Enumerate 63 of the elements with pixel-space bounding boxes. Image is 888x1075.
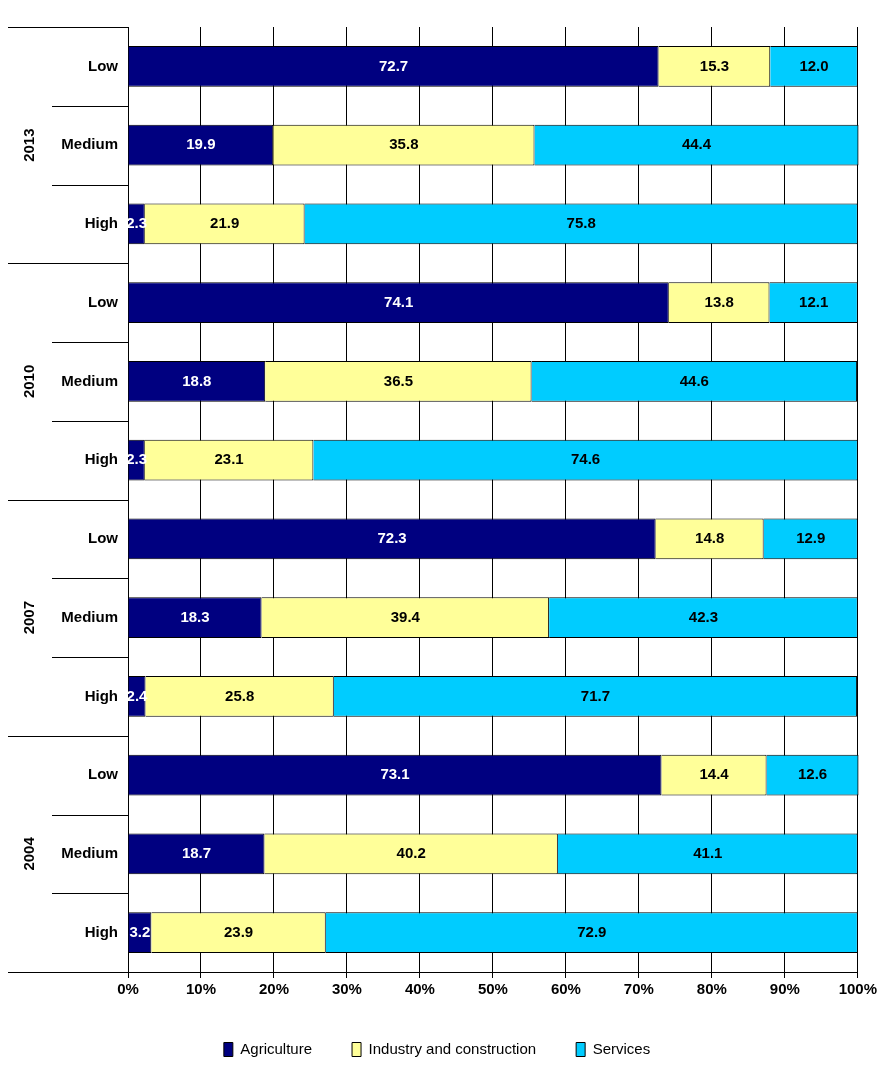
x-tick-label: 50% [477,980,508,998]
y-tick-label: Medium [61,844,118,862]
data-label: 12.6 [797,765,828,783]
x-tick-label: 80% [696,980,727,998]
data-label: 14.4 [699,765,730,783]
legend-label: Agriculture [240,1039,313,1057]
y-tick-label: High [84,686,118,704]
data-label: 39.4 [390,607,421,625]
data-label: 72.7 [378,56,409,74]
x-tick-label: 20% [258,980,289,998]
data-label: 72.3 [377,529,407,547]
y-tick-label: Low [88,292,119,310]
legend-label: Industry and construction [368,1039,537,1057]
data-label: 74.1 [384,292,414,310]
data-label: 25.8 [225,686,255,704]
data-label: 14.8 [695,529,725,547]
text: 2004 [20,836,38,871]
x-tick-label: 40% [404,980,435,998]
data-label: 36.5 [383,371,413,389]
data-label: 40.2 [396,844,426,862]
data-label: 18.3 [180,607,210,625]
text: 2010 [20,364,38,399]
data-label: 12.0 [799,56,829,74]
data-label: 12.1 [799,292,829,310]
x-tick-label: 60% [550,980,581,998]
x-tick-label: 90% [769,980,800,998]
data-label: 19.9 [186,135,216,153]
y-tick-label: High [84,922,118,940]
data-label: 72.9 [577,922,607,940]
y-tick-label: Low [88,529,119,547]
data-label: 71.7 [580,686,611,704]
text: 2007 [20,600,38,635]
data-label: 44.4 [681,135,712,153]
y-tick-label: Medium [61,371,118,389]
legend-label: Services [592,1039,651,1057]
x-tick-label: 0% [117,980,139,998]
data-label: 12.9 [796,529,826,547]
y-tick-label: Medium [61,135,118,153]
data-label: 44.6 [679,371,709,389]
data-label: 23.1 [214,450,244,468]
data-label: 21.9 [210,214,240,232]
data-label: 74.6 [570,450,601,468]
data-label: 42.3 [688,607,719,625]
data-label: 73.1 [380,765,410,783]
x-tick-label: 70% [623,980,654,998]
y-tick-label: High [84,214,118,232]
data-label: 23.9 [223,922,254,940]
x-tick-label: 100% [838,980,878,998]
x-tick-label: 30% [331,980,362,998]
data-label: 75.8 [566,214,596,232]
data-label: 18.8 [182,371,212,389]
data-label: 3.2 [129,922,151,940]
data-label: 13.8 [704,292,734,310]
data-label: 15.3 [699,56,730,74]
data-label: 18.7 [181,844,212,862]
data-label: 35.8 [389,135,419,153]
data-label: 41.1 [693,844,723,862]
y-tick-label: Low [88,765,119,783]
text: 2013 [20,128,38,162]
y-tick-label: High [84,450,118,468]
x-tick-label: 10% [185,980,216,998]
y-tick-label: Medium [61,607,118,625]
y-tick-label: Low [88,56,119,74]
